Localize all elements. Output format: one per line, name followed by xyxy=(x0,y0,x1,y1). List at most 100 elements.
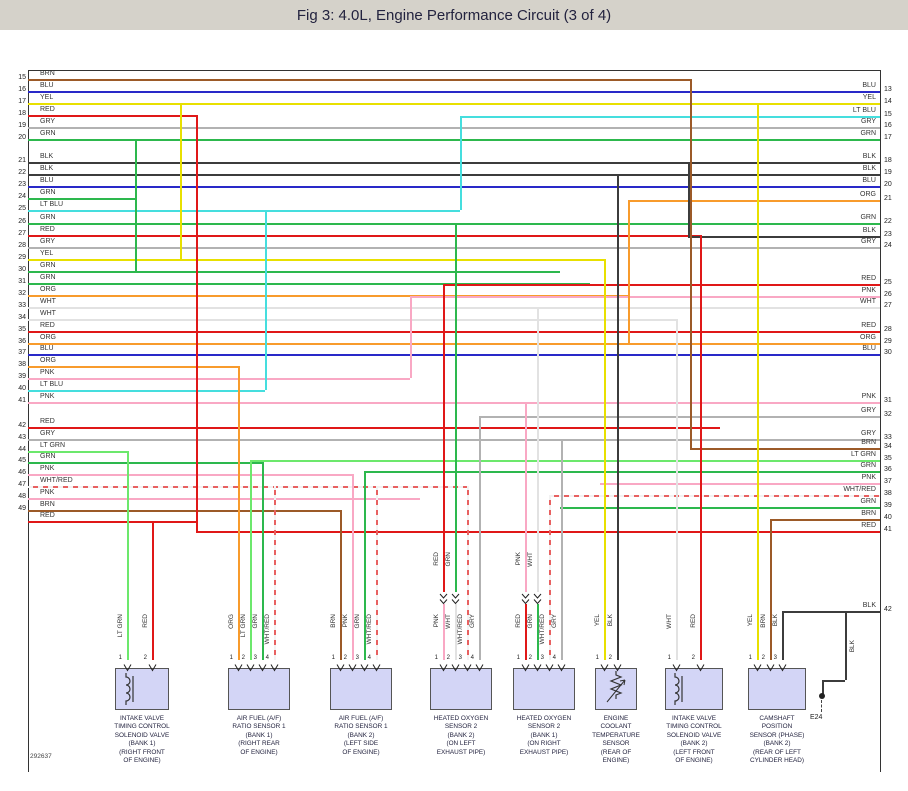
wire-wht-red xyxy=(376,486,378,660)
right-pin-number: 34 xyxy=(884,443,892,450)
wire-org xyxy=(28,343,880,345)
wire-wht-red xyxy=(274,486,276,660)
wire-brn xyxy=(690,79,692,448)
ground-junction-dot xyxy=(819,693,825,699)
wire-gry xyxy=(28,247,880,249)
connector-pin-number: 3 xyxy=(540,655,544,661)
wire-red xyxy=(28,521,196,523)
component-name-line: EXHAUST PIPE) xyxy=(436,748,486,756)
left-pin-color-label: BLU xyxy=(40,345,54,352)
component-name-line: INTAKE VALVE xyxy=(119,715,165,722)
wire-pnk xyxy=(443,604,445,660)
wire-grn xyxy=(28,462,262,464)
wire-red xyxy=(443,284,445,592)
wire-lt-blu xyxy=(460,116,462,210)
right-pin-color-label: BLK xyxy=(862,153,876,160)
left-pin-color-label: ORG xyxy=(40,286,56,293)
right-pin-color-label: BLU xyxy=(862,82,876,89)
connector-wire-label: WHT/RED xyxy=(457,614,464,645)
connector-wire-label: RED xyxy=(515,614,522,628)
component-name-line: HEATED OXYGEN xyxy=(433,715,489,722)
connector-pin-arrow-icon xyxy=(753,659,762,672)
wire-blk xyxy=(782,611,880,613)
left-pin-number: 27 xyxy=(18,230,26,237)
connector-wire-label: WHT xyxy=(666,614,673,629)
component-name-line: TIMING CONTROL xyxy=(666,723,722,731)
connector-wire-label: WHT/RED xyxy=(366,614,373,645)
left-pin-color-label: RED xyxy=(40,226,55,233)
right-pin-color-label: BLK xyxy=(862,227,876,234)
right-pin-number: 30 xyxy=(884,349,892,356)
wire-blk xyxy=(782,611,784,660)
connector-wire-label: LT GRN xyxy=(117,614,124,638)
connector-pin-number: 4 xyxy=(470,655,474,661)
right-pin-number: 15 xyxy=(884,111,892,118)
component-name-line: OF ENGINE) xyxy=(240,748,278,756)
left-pin-number: 47 xyxy=(18,481,26,488)
wire-blk xyxy=(688,162,690,236)
right-pin-number: 14 xyxy=(884,98,892,105)
connector-wire-label: BRN xyxy=(330,614,337,628)
wire-gry xyxy=(28,439,880,441)
wire-lt-blu xyxy=(265,210,267,390)
wire-blk xyxy=(822,680,845,682)
connector-pin-arrow-icon xyxy=(123,659,132,672)
right-pin-color-label: YEL xyxy=(862,94,876,101)
connector-pin-arrow-icon xyxy=(778,659,787,672)
right-pin-number: 20 xyxy=(884,181,892,188)
right-pin-color-label: RED xyxy=(861,275,876,282)
wire-wht-red xyxy=(549,495,880,497)
left-pin-color-label: ORG xyxy=(40,357,56,364)
component-name-line: SENSOR (PHASE) xyxy=(749,731,805,739)
connector-wire-label: YEL xyxy=(747,614,754,627)
wire-wht xyxy=(676,319,678,660)
right-pin-number: 41 xyxy=(884,526,892,533)
left-pin-color-label: GRN xyxy=(40,214,56,221)
inline-connector-icon xyxy=(521,592,530,605)
left-pin-color-label: BRN xyxy=(40,70,55,77)
connector-wire-label: WHT/RED xyxy=(264,614,271,645)
wire-brn xyxy=(28,510,340,512)
wire-blk xyxy=(28,174,880,176)
component-name-line: SENSOR 2 xyxy=(444,723,478,731)
connector-wire-label: PNK xyxy=(433,614,440,628)
upper-wire-label: RED xyxy=(433,552,440,566)
left-pin-number: 31 xyxy=(18,278,26,285)
component-box-air-fuel-ratio-sensor1-bank1 xyxy=(228,668,290,710)
right-pin-color-label: RED xyxy=(861,322,876,329)
component-name: AIR FUEL (A/F) RATIO SENSOR 1 (BANK 1) (RIG… xyxy=(217,715,301,757)
connector-pin-number: 3 xyxy=(253,655,257,661)
connector-wire-label: GRN xyxy=(252,614,259,629)
connector-pin-arrow-icon xyxy=(475,659,484,672)
wire-lt-grn xyxy=(250,460,880,462)
component-name-line: OF ENGINE) xyxy=(675,757,713,765)
wire-wht xyxy=(537,307,539,592)
left-pin-color-label: GRN xyxy=(40,453,56,460)
right-pin-color-label: RED xyxy=(861,522,876,529)
wire-gry xyxy=(28,127,880,129)
wire-brn xyxy=(770,519,880,521)
right-pin-color-label: GRY xyxy=(860,238,876,245)
connector-pin-number: 2 xyxy=(691,655,695,661)
left-pin-number: 32 xyxy=(18,290,26,297)
right-pin-color-label: ORG xyxy=(860,191,876,198)
wire-pnk xyxy=(28,498,420,500)
component-box-intake-valve-timing-solenoid-bank1 xyxy=(115,668,169,710)
wire-blu xyxy=(28,186,880,188)
component-name-line: (LEFT FRONT xyxy=(673,748,715,756)
wire-org xyxy=(628,200,880,202)
wiring-diagram: 292637 E24 15 BRN 16 BLU 17 YEL 18 RED 19 GRY 20 GR… xyxy=(0,30,908,791)
connector-pin-number: 1 xyxy=(331,655,335,661)
right-pin-color-label: GRY xyxy=(860,118,876,125)
thermistor-symbol-icon xyxy=(603,670,629,713)
ground-wire-label: BLK xyxy=(849,640,856,653)
connector-pin-number: 1 xyxy=(118,655,122,661)
left-pin-color-label: PNK xyxy=(40,369,55,376)
left-pin-number: 36 xyxy=(18,338,26,345)
connector-pin-arrow-icon xyxy=(372,659,381,672)
connector-pin-number: 4 xyxy=(367,655,371,661)
wire-org xyxy=(28,366,238,368)
left-pin-color-label: RED xyxy=(40,512,55,519)
wire-blu xyxy=(28,91,880,93)
ground-dashed-lead xyxy=(821,700,822,712)
